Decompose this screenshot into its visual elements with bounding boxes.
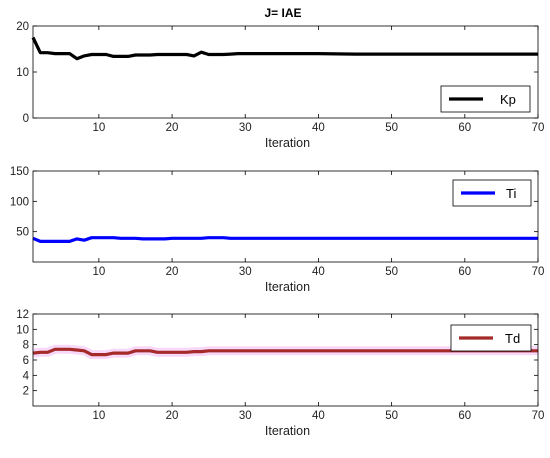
x-tick-label: 10 bbox=[92, 410, 105, 422]
subplot-3: 10 20 30 40 50 60 70 2 4 6 8 10 12 Iteration Td bbox=[16, 309, 544, 438]
legend-label: Kp bbox=[500, 92, 516, 107]
y-tick-label: 50 bbox=[16, 227, 29, 239]
subplot-1: 10 20 30 40 50 60 70 0 10 20 Iteration Kp bbox=[16, 21, 544, 150]
x-tick-label: 70 bbox=[532, 122, 545, 134]
y-tick-label: 150 bbox=[10, 166, 29, 178]
y-tick-label: 8 bbox=[23, 340, 29, 352]
x-tick-label: 60 bbox=[458, 410, 471, 422]
y-tick-label: 12 bbox=[16, 309, 29, 321]
x-tick-label: 50 bbox=[385, 410, 398, 422]
x-tick-label: 50 bbox=[385, 266, 398, 278]
y-tick-label: 2 bbox=[23, 386, 29, 398]
x-tick-label: 30 bbox=[239, 410, 252, 422]
legend: Kp bbox=[440, 85, 531, 113]
x-axis-label: Iteration bbox=[265, 424, 310, 438]
x-tick-label: 30 bbox=[239, 122, 252, 134]
y-tick-label: 100 bbox=[10, 196, 29, 208]
x-axis-label: Iteration bbox=[265, 280, 310, 294]
legend: Ti bbox=[452, 179, 532, 207]
y-tick-label: 10 bbox=[16, 67, 29, 79]
x-tick-label: 30 bbox=[239, 266, 252, 278]
x-tick-label: 10 bbox=[92, 266, 105, 278]
x-tick-label: 60 bbox=[458, 266, 471, 278]
x-tick-label: 20 bbox=[166, 266, 179, 278]
series-line-td bbox=[32, 347, 538, 357]
legend: Td bbox=[450, 324, 532, 352]
series-line-kp bbox=[31, 36, 538, 61]
x-tick-label: 10 bbox=[92, 122, 105, 134]
x-tick-label: 20 bbox=[166, 410, 179, 422]
y-tick-label: 4 bbox=[23, 370, 30, 382]
series-line-ti bbox=[32, 236, 538, 243]
subplots: 10 20 30 40 50 60 70 0 10 20 Iteration Kp 10 20 30 40 50… bbox=[10, 21, 545, 438]
x-tick-label: 60 bbox=[458, 122, 471, 134]
x-tick-label: 70 bbox=[532, 410, 545, 422]
y-tick-label: 0 bbox=[23, 113, 29, 125]
legend-label: Ti bbox=[506, 186, 516, 201]
x-tick-label: 50 bbox=[385, 122, 398, 134]
subplot-2: 10 20 30 40 50 60 70 50 100 150 Iteration Ti bbox=[10, 166, 545, 294]
axes-frame bbox=[32, 170, 539, 263]
x-axis-label: Iteration bbox=[265, 136, 310, 150]
x-tick-label: 20 bbox=[166, 122, 179, 134]
y-tick-label: 6 bbox=[23, 355, 29, 367]
y-tick-label: 10 bbox=[16, 324, 29, 336]
figure-title: J= IAE bbox=[264, 6, 301, 20]
x-tick-label: 40 bbox=[312, 122, 325, 134]
x-tick-label: 70 bbox=[532, 266, 545, 278]
legend-label: Td bbox=[505, 331, 520, 346]
y-tick-label: 20 bbox=[16, 21, 29, 33]
x-tick-label: 40 bbox=[312, 410, 325, 422]
x-tick-label: 40 bbox=[312, 266, 325, 278]
